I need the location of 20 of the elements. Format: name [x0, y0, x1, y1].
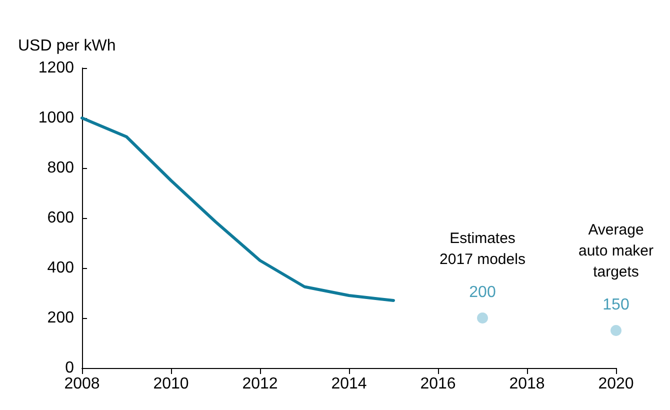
y-tick-label: 400: [47, 260, 74, 276]
x-tick-label: 2016: [420, 376, 456, 392]
y-tick-label: 600: [47, 210, 74, 226]
data-label: 200: [469, 284, 496, 301]
x-tick-label: 2020: [598, 376, 634, 392]
y-tick-label: 1000: [38, 110, 74, 126]
x-tick-label: 2018: [509, 376, 545, 392]
y-tick-label: 1200: [38, 60, 74, 76]
line-series: [80, 116, 395, 302]
annotation: Estimates 2017 models: [440, 230, 526, 268]
y-tick-label: 200: [47, 310, 74, 326]
x-tick-label: 2014: [331, 376, 367, 392]
x-tick-label: 2012: [242, 376, 278, 392]
x-tick-label: 2008: [64, 376, 100, 392]
x-tick-label: 2010: [153, 376, 189, 392]
y-axis-title: USD per kWh: [18, 38, 116, 54]
y-tick-label: 0: [65, 360, 74, 376]
data-label: 150: [602, 296, 630, 314]
y-tick-label: 800: [47, 160, 74, 176]
annotation: Average auto maker targets: [578, 222, 654, 280]
